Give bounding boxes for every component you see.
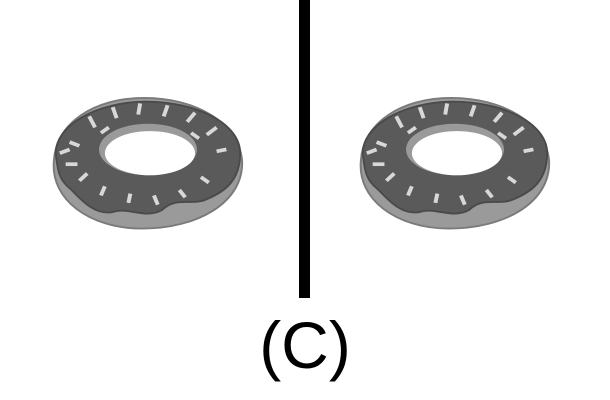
divider-line — [299, 0, 310, 298]
panel-label: (C) — [259, 308, 351, 382]
sprinkled-donut-icon — [358, 95, 552, 231]
sprinkled-donut-icon — [51, 95, 245, 231]
